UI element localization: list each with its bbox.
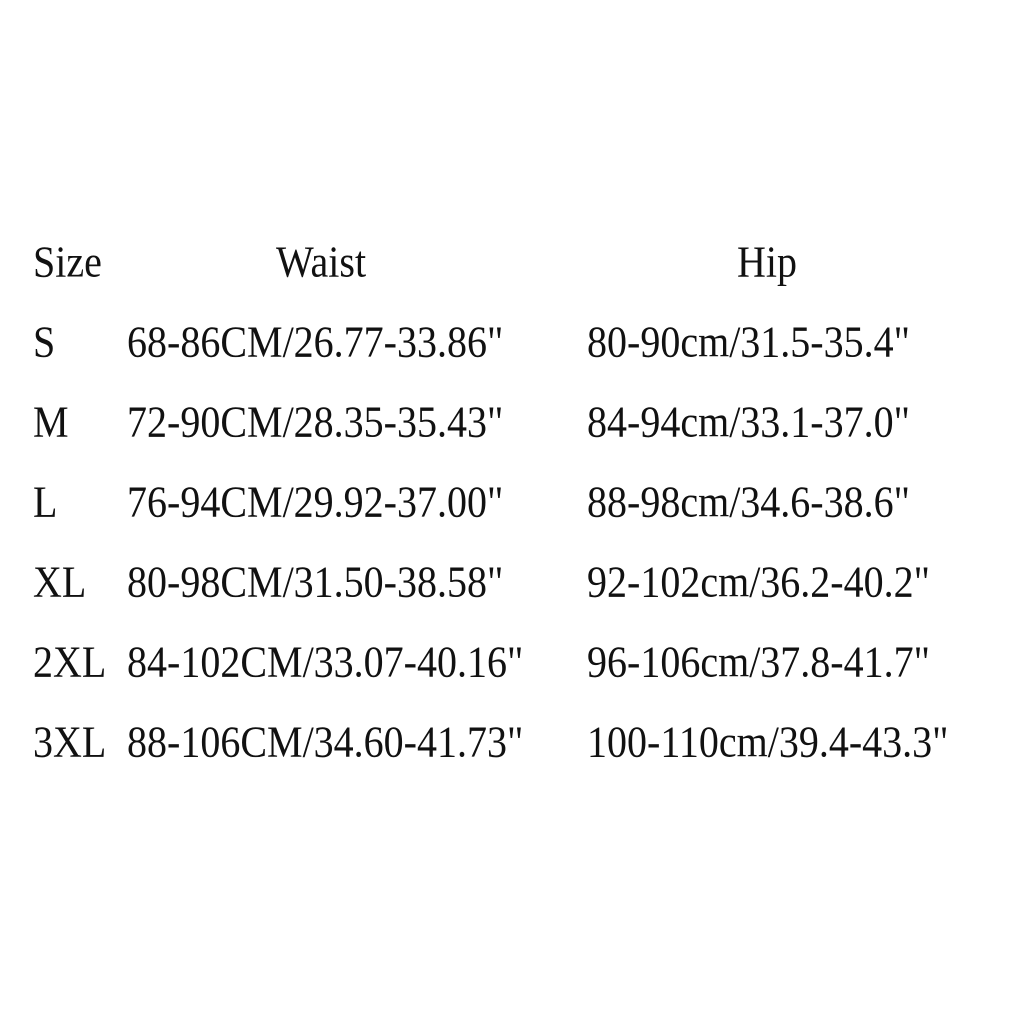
table-row: XL 80-98CM/31.50-38.58" 92-102cm/36.2-40…	[0, 552, 1024, 612]
size-cell: XL	[33, 556, 87, 607]
table-row: L 76-94CM/29.92-37.00" 88-98cm/34.6-38.6…	[0, 472, 1024, 532]
size-cell: 3XL	[33, 716, 107, 767]
waist-cell: 84-102CM/33.07-40.16"	[127, 636, 524, 687]
hip-cell: 92-102cm/36.2-40.2"	[587, 556, 930, 607]
size-cell: 2XL	[33, 636, 107, 687]
header-hip: Hip	[737, 236, 797, 287]
hip-cell: 84-94cm/33.1-37.0"	[587, 396, 910, 447]
table-row: 2XL 84-102CM/33.07-40.16" 96-106cm/37.8-…	[0, 632, 1024, 692]
table-row: M 72-90CM/28.35-35.43" 84-94cm/33.1-37.0…	[0, 392, 1024, 452]
hip-cell: 80-90cm/31.5-35.4"	[587, 316, 910, 367]
hip-cell: 88-98cm/34.6-38.6"	[587, 476, 910, 527]
table-row: 3XL 88-106CM/34.60-41.73" 100-110cm/39.4…	[0, 712, 1024, 772]
waist-cell: 88-106CM/34.60-41.73"	[127, 716, 524, 767]
header-size: Size	[33, 236, 102, 287]
table-row: S 68-86CM/26.77-33.86" 80-90cm/31.5-35.4…	[0, 312, 1024, 372]
waist-cell: 68-86CM/26.77-33.86"	[127, 316, 504, 367]
table-header-row: Size Waist Hip	[0, 232, 1024, 292]
size-cell: S	[33, 316, 56, 367]
waist-cell: 76-94CM/29.92-37.00"	[127, 476, 504, 527]
hip-cell: 96-106cm/37.8-41.7"	[587, 636, 930, 687]
waist-cell: 80-98CM/31.50-38.58"	[127, 556, 504, 607]
waist-cell: 72-90CM/28.35-35.43"	[127, 396, 504, 447]
hip-cell: 100-110cm/39.4-43.3"	[587, 716, 949, 767]
size-cell: L	[33, 476, 58, 527]
size-cell: M	[33, 396, 69, 447]
header-waist: Waist	[276, 236, 367, 287]
